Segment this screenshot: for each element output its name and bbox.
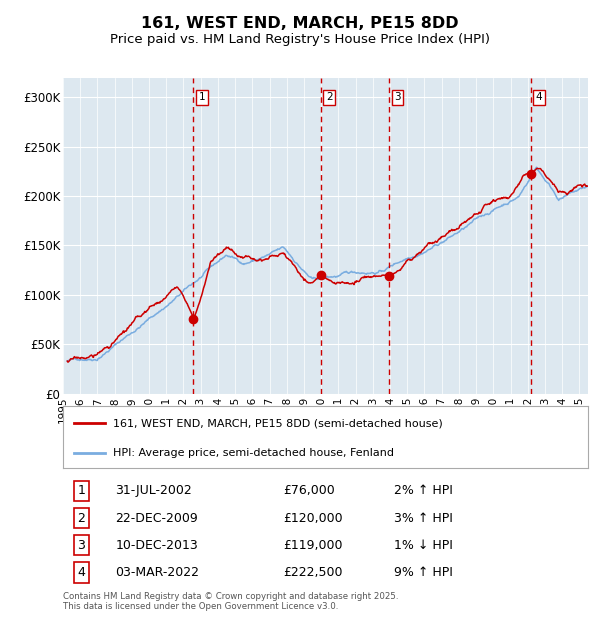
Text: 31-JUL-2002: 31-JUL-2002 — [115, 484, 192, 497]
Text: 9% ↑ HPI: 9% ↑ HPI — [394, 566, 452, 579]
Text: £76,000: £76,000 — [284, 484, 335, 497]
Text: 1% ↓ HPI: 1% ↓ HPI — [394, 539, 452, 552]
Text: HPI: Average price, semi-detached house, Fenland: HPI: Average price, semi-detached house,… — [113, 448, 394, 458]
Text: £222,500: £222,500 — [284, 566, 343, 579]
Text: This data is licensed under the Open Government Licence v3.0.: This data is licensed under the Open Gov… — [63, 602, 338, 611]
Text: 10-DEC-2013: 10-DEC-2013 — [115, 539, 198, 552]
Text: £120,000: £120,000 — [284, 512, 343, 525]
Text: 3: 3 — [77, 539, 85, 552]
Text: 3% ↑ HPI: 3% ↑ HPI — [394, 512, 452, 525]
Text: 161, WEST END, MARCH, PE15 8DD: 161, WEST END, MARCH, PE15 8DD — [141, 16, 459, 31]
Text: 22-DEC-2009: 22-DEC-2009 — [115, 512, 198, 525]
Text: 2: 2 — [77, 512, 85, 525]
Text: £119,000: £119,000 — [284, 539, 343, 552]
Text: 161, WEST END, MARCH, PE15 8DD (semi-detached house): 161, WEST END, MARCH, PE15 8DD (semi-det… — [113, 418, 443, 428]
Text: 1: 1 — [77, 484, 85, 497]
Text: 2% ↑ HPI: 2% ↑ HPI — [394, 484, 452, 497]
Text: 1: 1 — [199, 92, 205, 102]
Text: 2: 2 — [326, 92, 332, 102]
Text: 4: 4 — [77, 566, 85, 579]
Text: Contains HM Land Registry data © Crown copyright and database right 2025.: Contains HM Land Registry data © Crown c… — [63, 592, 398, 601]
Text: 3: 3 — [394, 92, 401, 102]
Text: Price paid vs. HM Land Registry's House Price Index (HPI): Price paid vs. HM Land Registry's House … — [110, 33, 490, 46]
Text: 03-MAR-2022: 03-MAR-2022 — [115, 566, 199, 579]
Text: 4: 4 — [536, 92, 542, 102]
